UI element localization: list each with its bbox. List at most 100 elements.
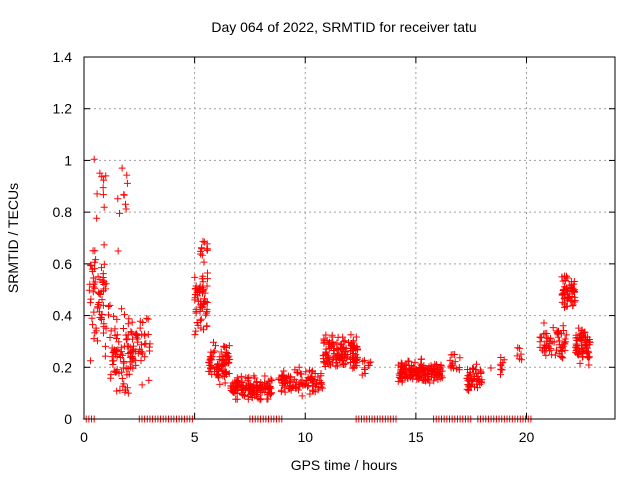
data-point [215,374,223,382]
data-point [128,318,136,326]
data-point [192,327,200,335]
data-point [99,274,107,282]
data-point [86,280,94,288]
data-point [120,191,128,199]
data-point [365,359,373,367]
plot-frame [83,56,616,420]
data-point [295,363,303,371]
data-point [305,366,313,374]
data-point [206,353,214,361]
data-point [131,356,139,364]
data-point [124,389,132,397]
data-point [397,369,405,377]
data-point [89,321,97,329]
data-point [220,342,228,350]
data-point [141,330,149,338]
data-point [222,368,230,376]
data-point [578,353,586,361]
data-point [361,366,369,374]
data-point [517,350,525,358]
data-point [104,311,112,319]
data-point [146,347,154,355]
data-point [231,387,239,395]
data-point [326,361,334,369]
data-point [418,363,426,371]
data-point [466,368,474,376]
chart-title: Day 064 of 2022, SRMTID for receiver tat… [211,19,476,35]
data-point [93,214,101,222]
data-point [133,331,141,339]
x-tick-label: 10 [297,429,313,445]
data-point [562,302,570,310]
data-point [574,334,582,342]
data-point [325,345,333,353]
data-point [555,337,563,345]
data-point [451,358,459,366]
data-point [350,350,358,358]
data-point [367,358,375,366]
data-point [92,256,100,264]
data-point [320,359,328,367]
data-point [326,358,334,366]
data-point [199,278,207,286]
data-point [124,331,132,339]
data-point [469,378,477,386]
data-point [136,324,144,332]
data-point [473,375,481,383]
data-point [203,322,211,330]
data-point [562,331,570,339]
data-point [317,383,325,391]
data-point [88,314,96,322]
data-point [200,300,208,308]
data-point [114,247,122,255]
data-point [515,344,523,352]
data-point [311,370,319,378]
data-point [118,305,126,313]
data-point [328,333,336,341]
data-point [94,304,102,312]
data-point [352,355,360,363]
data-point [561,291,569,299]
data-point [203,308,211,316]
data-point [497,366,505,374]
data-point [569,302,577,310]
data-point [339,357,347,365]
data-point [91,284,99,292]
data-point [500,356,508,364]
data-point [569,286,577,294]
data-point [404,357,412,365]
data-point [395,370,403,378]
data-point [561,346,569,354]
data-point [229,379,237,387]
data-point [99,301,107,309]
data-point [546,347,554,355]
data-point [100,203,108,211]
data-point [120,311,128,319]
y-tick-label: 0.2 [53,359,73,375]
data-point [261,372,269,380]
data-point [211,342,219,350]
data-point [245,373,253,381]
data-point [304,383,312,391]
data-point [199,237,207,245]
data-point [203,298,211,306]
data-point [113,315,121,323]
data-point [358,371,366,379]
data-point [470,365,478,373]
data-point [352,333,360,341]
data-point [474,384,482,392]
data-point [132,361,140,369]
data-point [250,372,258,380]
data-point [280,375,288,383]
data-point [550,338,558,346]
data-point [138,341,146,349]
data-point [321,362,329,370]
data-point [197,324,205,332]
data-point [96,314,104,322]
data-point [93,190,101,198]
y-tick-label: 0 [64,411,72,427]
data-point [96,290,104,298]
data-point [138,348,146,356]
data-point [337,344,345,352]
